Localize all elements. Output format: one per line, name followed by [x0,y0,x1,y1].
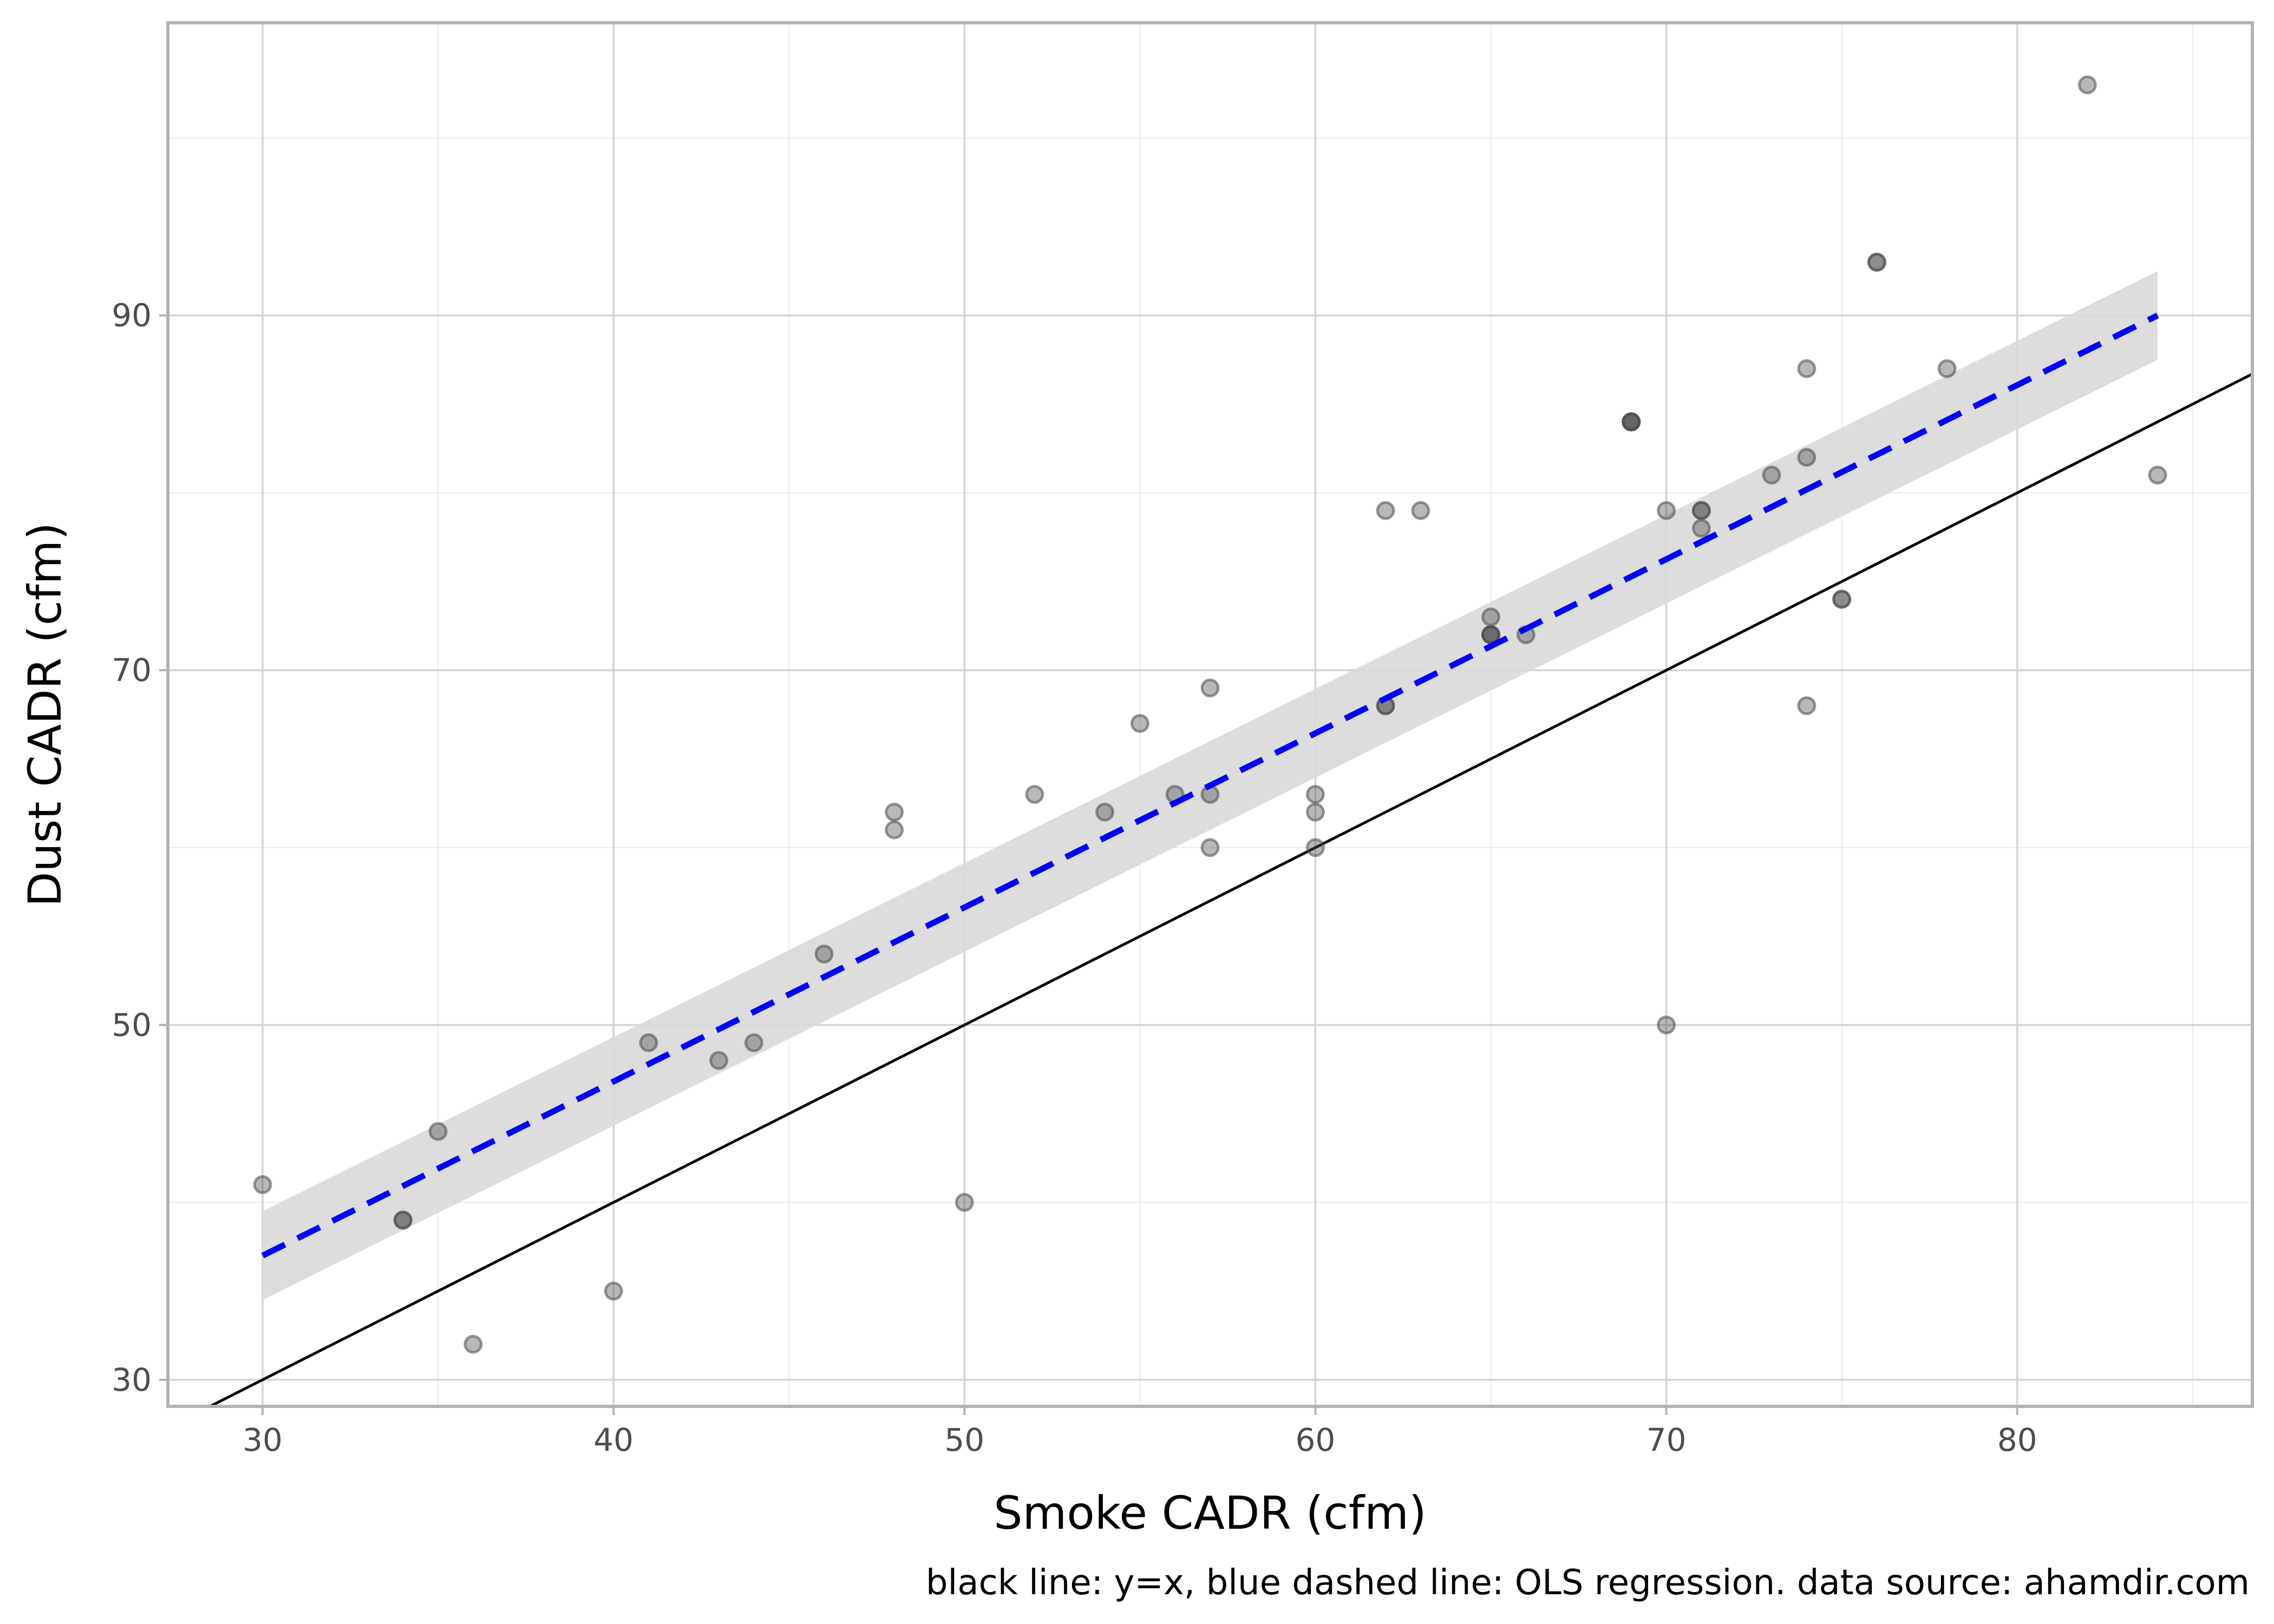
panel-background [168,23,2252,1406]
data-point [1025,784,1044,804]
data-point [1832,590,1852,609]
data-point [1305,838,1325,857]
y-tick-label: 70 [112,652,152,689]
x-tick-label: 70 [1646,1422,1687,1458]
minor-grid [168,23,2252,1406]
data-point [1657,501,1676,520]
panel-border [166,21,2254,1408]
data-point [1200,838,1220,857]
data-point [1200,678,1220,698]
y-tick-label: 30 [112,1361,152,1398]
data-point [1095,802,1115,822]
data-point [885,802,904,822]
x-axis-ticks: 30 40 50 60 70 80 [243,1406,2037,1458]
x-tick-label: 80 [1997,1422,2037,1458]
regression-line [261,312,2159,1259]
data-point [1305,784,1325,804]
data-point [463,1334,483,1354]
data-point [709,1051,729,1070]
y-tick-label: 90 [112,297,152,334]
data-point [1130,713,1149,733]
regression-line-layer [261,312,2159,1259]
x-tick-label: 40 [593,1422,633,1458]
y-axis-title: Dust CADR (cfm) [18,522,71,907]
x-tick-label: 50 [944,1422,984,1458]
data-point [744,1033,763,1052]
caption: black line: y=x, blue dashed line: OLS r… [926,1563,2250,1603]
data-point [604,1281,623,1301]
data-point [393,1210,413,1230]
data-point [885,820,904,840]
data-point [1797,696,1816,716]
data-point [1481,625,1501,645]
data-point [1411,501,1430,520]
y-tick-label: 50 [112,1006,152,1043]
data-point [639,1033,658,1052]
data-point [1691,501,1711,520]
reference-line [209,372,2253,1408]
data-point [1797,359,1816,378]
data-point [955,1193,974,1212]
data-point [1762,466,1781,485]
reference-line-layer [209,372,2253,1408]
data-point [428,1122,448,1141]
data-point [253,1175,272,1194]
data-point [1657,1015,1676,1034]
data-point [1797,448,1816,467]
x-tick-label: 60 [1296,1422,1336,1458]
data-point [1376,501,1395,520]
data-point [2148,466,2167,485]
data-point [1937,359,1957,378]
data-point [1481,607,1501,627]
data-point [1867,252,1886,272]
data-point [1691,519,1711,538]
data-point [2077,75,2097,95]
x-axis-title: Smoke CADR (cfm) [994,1487,1427,1540]
points-layer [253,75,2167,1354]
y-axis-ticks: 30 50 70 90 [112,297,168,1398]
data-point [1305,802,1325,822]
data-point [814,944,834,964]
x-tick-label: 30 [243,1422,283,1458]
data-point [1622,412,1641,431]
